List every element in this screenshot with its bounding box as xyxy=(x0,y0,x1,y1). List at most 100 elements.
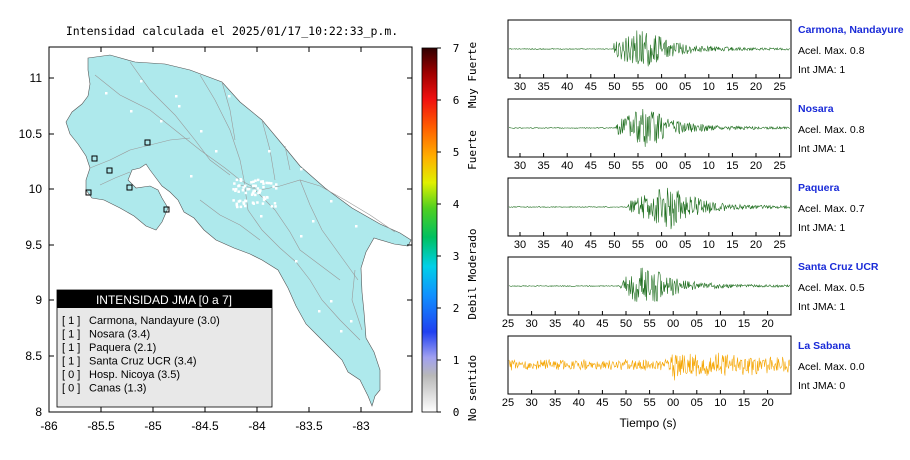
town-dot xyxy=(200,130,203,133)
station-name: La Sabana xyxy=(798,340,851,352)
legend-item-level: [ 1 ] xyxy=(62,315,80,327)
seismogram-x-tick-label: 45 xyxy=(585,239,597,251)
colorbar-tick-label: 1 xyxy=(453,354,460,367)
map-panel: -86 -85.5 -85 -84.5 -84 -83.5 -83 11 10.5 10 9.5 9… xyxy=(19,46,413,433)
seismogram-x-tick-label: 50 xyxy=(608,160,620,172)
station-jma-intensity: Int JMA: 1 xyxy=(798,143,845,155)
map-x-tick-label: -85 xyxy=(144,419,162,433)
road-network xyxy=(89,61,396,341)
seismogram-trace xyxy=(508,108,790,147)
seismogram-x-tick-label: 30 xyxy=(525,397,537,409)
map-y-axis: 11 10.5 10 9.5 9 8.5 8 xyxy=(19,71,412,419)
seismogram-x-tick-label: 15 xyxy=(726,160,738,172)
map-y-tick-label: 8.5 xyxy=(25,349,42,363)
town-dot xyxy=(247,187,251,191)
seismogram-panel: 30 35 40 45 50 55 00 05 10 15 20 25 Carmona, Nandayu… xyxy=(507,19,904,93)
town-dot xyxy=(234,189,237,193)
town-dot xyxy=(262,182,265,185)
station-marker xyxy=(85,189,92,196)
map-x-tick-label: -83 xyxy=(352,419,370,433)
seismogram-x-tick-label: 05 xyxy=(691,397,703,409)
station-max-acceleration: Acel. Max. 0.0 xyxy=(798,361,865,373)
legend-item-label: Hosp. Nicoya (3.5) xyxy=(89,369,180,381)
town-dot xyxy=(295,260,298,263)
seismogram-x-tick-label: 35 xyxy=(537,81,549,93)
seismogram-panel: 30 35 40 45 50 55 00 05 10 15 20 25 Paquera Acel. Max… xyxy=(507,177,865,251)
seismogram-x-tick-label: 40 xyxy=(561,160,573,172)
town-dot xyxy=(175,95,178,98)
seismogram-x-tick-label: 25 xyxy=(502,318,514,330)
towns-layer xyxy=(105,80,376,408)
station-name: Nosara xyxy=(798,103,834,115)
map-y-tick-label: 8 xyxy=(35,405,42,419)
seismogram-x-tick-label: 05 xyxy=(691,318,703,330)
map-x-tick-label: -84.5 xyxy=(191,419,219,433)
map-legend: INTENSIDAD JMA [0 a 7] [ 1 ] Carmona, Nan… xyxy=(56,289,273,408)
legend-item-level: [ 0 ] xyxy=(62,369,80,381)
map-y-tick-label: 11 xyxy=(30,71,43,85)
map-x-tick-label: -83.5 xyxy=(295,419,323,433)
seismogram-x-tick-label: 00 xyxy=(667,397,679,409)
station-name: Paquera xyxy=(798,182,840,194)
town-dot xyxy=(256,187,260,190)
colorbar-tick-label: 4 xyxy=(453,198,460,211)
town-dot xyxy=(233,182,236,185)
town-dot xyxy=(263,197,267,201)
town-dot xyxy=(256,178,260,182)
town-dot xyxy=(268,150,271,153)
legend-item-label: Carmona, Nandayure (3.0) xyxy=(89,315,220,327)
town-dot xyxy=(330,300,333,303)
colorbar-tick-label: 2 xyxy=(453,302,460,315)
seismogram-x-tick-label: 50 xyxy=(608,81,620,93)
town-dot xyxy=(261,202,265,205)
town-dot xyxy=(228,95,231,98)
seismogram-x-tick-label: 25 xyxy=(773,160,785,172)
town-dot xyxy=(265,195,269,199)
town-dot xyxy=(140,80,143,83)
town-dot xyxy=(234,187,238,191)
map-y-tick-label: 9 xyxy=(35,293,42,307)
seismogram-x-tick-label: 40 xyxy=(561,239,573,251)
seismogram-x-tick-label: 15 xyxy=(726,81,738,93)
town-dot xyxy=(253,184,256,188)
legend-item-level: [ 1 ] xyxy=(62,329,80,341)
town-dot xyxy=(238,199,242,203)
town-dot xyxy=(239,205,243,209)
town-dot xyxy=(105,92,108,95)
colorbar-intensity-label: Fuerte xyxy=(466,130,479,170)
station-marker xyxy=(126,184,133,191)
colorbar-intensity-label: Muy Fuerte xyxy=(466,42,479,108)
legend-item-level: [ 0 ] xyxy=(62,383,80,395)
seismogram-trace xyxy=(508,30,790,67)
map-x-tick-label: -84 xyxy=(248,419,266,433)
town-dot xyxy=(241,189,245,192)
seismogram-x-tick-label: 10 xyxy=(714,397,726,409)
station-max-acceleration: Acel. Max. 0.5 xyxy=(798,282,865,294)
seismogram-x-tick-label: 10 xyxy=(703,160,715,172)
town-dot xyxy=(160,120,163,123)
seismogram-x-tick-label: 55 xyxy=(643,318,655,330)
town-dot xyxy=(251,191,255,195)
colorbar: 7 6 5 4 3 2 1 0 Muy Fuerte Fuerte Moderado Debil No… xyxy=(421,42,479,421)
town-dot xyxy=(190,175,193,178)
town-dot xyxy=(242,186,245,189)
legend-item-level: [ 1 ] xyxy=(62,342,80,354)
town-dot xyxy=(237,190,240,193)
town-dot xyxy=(256,201,259,204)
town-dot xyxy=(350,320,353,323)
seismogram-trace xyxy=(508,187,791,230)
seismogram-x-tick-label: 20 xyxy=(761,318,773,330)
seismogram-x-tick-label: 50 xyxy=(608,239,620,251)
town-dot xyxy=(232,199,235,202)
colorbar-ticks: 7 6 5 4 3 2 1 0 xyxy=(437,42,460,419)
town-dot xyxy=(244,204,247,208)
station-name: Carmona, Nandayure xyxy=(798,24,904,36)
town-dot xyxy=(243,184,247,188)
seismogram-x-tick-label: 10 xyxy=(714,318,726,330)
colorbar-intensity-label: Moderado xyxy=(466,229,479,282)
station-max-acceleration: Acel. Max. 0.8 xyxy=(798,124,865,136)
seismogram-x-tick-label: 30 xyxy=(525,318,537,330)
map-x-axis: -86 -85.5 -85 -84.5 -84 -83.5 -83 xyxy=(40,47,370,433)
town-dot xyxy=(273,202,277,205)
